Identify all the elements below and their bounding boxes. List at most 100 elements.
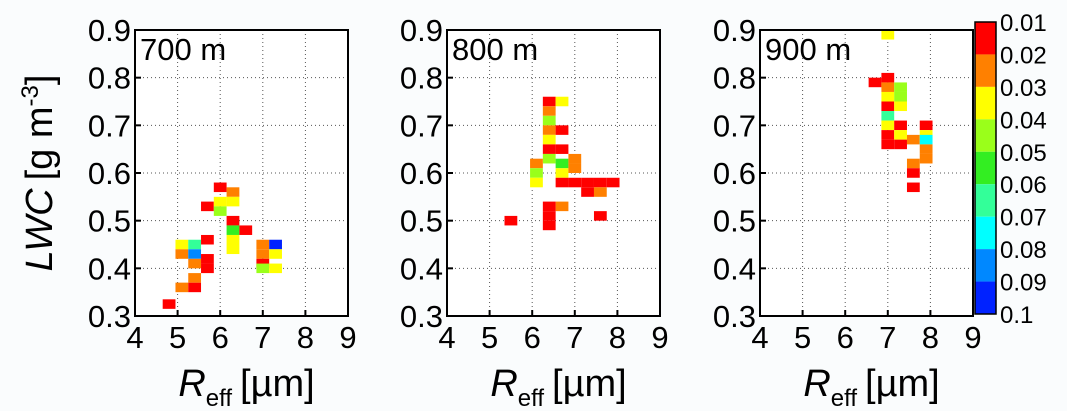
colorbar-band <box>975 216 996 250</box>
heat-cell <box>568 163 582 173</box>
y-axis-label: LWC [g m-3] <box>17 75 61 272</box>
y-label-close: ] <box>19 75 61 86</box>
heat-cell <box>568 177 582 188</box>
heat-cell <box>906 134 920 145</box>
colorbar-band <box>975 119 996 152</box>
x-label-unit: [µm] <box>552 363 627 405</box>
heat-cell <box>919 144 933 154</box>
x-label-subscript: eff <box>206 385 233 411</box>
y-tick-label: 0.9 <box>713 13 756 48</box>
heat-cell <box>256 249 270 259</box>
colorbar-label: 0.02 <box>1000 42 1047 69</box>
y-tick-label: 0.6 <box>88 156 131 191</box>
x-tick-label: 5 <box>481 320 498 355</box>
colorbar-band <box>975 184 996 217</box>
heat-cell <box>906 182 920 193</box>
heat-cell <box>593 177 607 188</box>
x-tick-label: 5 <box>794 320 811 355</box>
plot-area <box>447 30 660 316</box>
x-tick-label: 7 <box>254 320 271 355</box>
colorbar-label: 0.03 <box>1000 75 1047 102</box>
x-tick-label: 6 <box>837 320 854 355</box>
panel-annotation: 900 m <box>765 32 851 67</box>
x-label-symbol: R <box>178 363 205 405</box>
heat-cell <box>555 96 569 107</box>
heat-cell <box>919 120 933 131</box>
heat-cell <box>542 144 556 154</box>
x-tick-label: 5 <box>169 320 186 355</box>
x-label-unit: [µm] <box>240 363 315 405</box>
y-tick-label: 0.3 <box>400 299 443 334</box>
heat-cell <box>162 299 176 309</box>
heat-cell <box>568 153 582 164</box>
heat-cell <box>606 177 620 188</box>
heat-cell <box>906 168 920 178</box>
heat-cell <box>201 201 214 212</box>
heat-cell <box>894 139 907 150</box>
x-tick-label: 8 <box>297 320 314 355</box>
y-tick-label: 0.5 <box>88 204 131 239</box>
heat-cell <box>906 158 920 169</box>
heat-cell <box>201 254 214 264</box>
heat-cell <box>188 258 202 269</box>
colorbar-label: 0.05 <box>1000 140 1047 167</box>
heat-cell <box>256 258 270 269</box>
heat-cell <box>894 82 907 92</box>
y-tick-label: 0.6 <box>713 156 756 191</box>
y-tick-label: 0.7 <box>88 108 131 143</box>
heat-cell <box>593 187 607 197</box>
heat-cell <box>188 282 202 293</box>
heat-cell <box>881 101 895 112</box>
x-axis-label: Reff [µm] <box>490 363 626 411</box>
heat-cell <box>188 249 202 259</box>
heat-cell <box>226 187 240 197</box>
colorbar-label: 0.08 <box>1000 237 1047 264</box>
y-tick-label: 0.5 <box>713 204 756 239</box>
heat-cell <box>188 273 202 283</box>
plot-area <box>760 30 973 316</box>
heat-cell <box>555 201 569 212</box>
heat-cell <box>530 177 543 188</box>
colorbar-band <box>975 249 996 282</box>
heat-cell <box>593 211 607 221</box>
heat-cell <box>555 158 569 169</box>
heat-cell <box>226 215 240 226</box>
colorbar-label: 0.07 <box>1000 205 1047 232</box>
colorbar-label: 0.09 <box>1000 270 1047 297</box>
y-tick-label: 0.8 <box>400 61 443 96</box>
y-tick-label: 0.7 <box>713 108 756 143</box>
colorbar-label: 0.04 <box>1000 107 1047 134</box>
colorbar-label: 0.01 <box>1000 10 1047 37</box>
heat-cell <box>581 177 594 188</box>
heat-cell <box>175 239 189 250</box>
heat-cell <box>542 125 556 135</box>
x-tick-label: 9 <box>964 320 981 355</box>
y-tick-label: 0.9 <box>88 13 131 48</box>
heat-cell <box>269 239 282 250</box>
heat-cell <box>201 263 214 274</box>
heat-cell <box>555 177 569 188</box>
heat-cell <box>881 120 895 131</box>
heat-cell <box>213 196 227 207</box>
heat-cell <box>542 106 556 116</box>
y-tick-label: 0.4 <box>400 251 443 286</box>
heat-cell <box>226 244 240 255</box>
heat-cell <box>894 120 907 131</box>
y-tick-label: 0.8 <box>88 61 131 96</box>
x-tick-label: 4 <box>751 320 768 355</box>
y-tick-label: 0.6 <box>400 156 443 191</box>
heat-cell <box>269 263 282 274</box>
heat-cell <box>555 168 569 178</box>
heat-cell <box>530 168 543 178</box>
colorbar-band <box>975 54 996 87</box>
heat-cell <box>542 134 556 145</box>
panel-annotation: 800 m <box>452 32 538 67</box>
x-tick-label: 4 <box>126 320 143 355</box>
heat-cell <box>188 239 202 250</box>
y-tick-label: 0.4 <box>713 251 756 286</box>
heat-cell <box>269 249 282 259</box>
colorbar-frame <box>974 21 997 315</box>
heat-cell <box>542 153 556 164</box>
x-axis-label: Reff [µm] <box>803 363 939 411</box>
